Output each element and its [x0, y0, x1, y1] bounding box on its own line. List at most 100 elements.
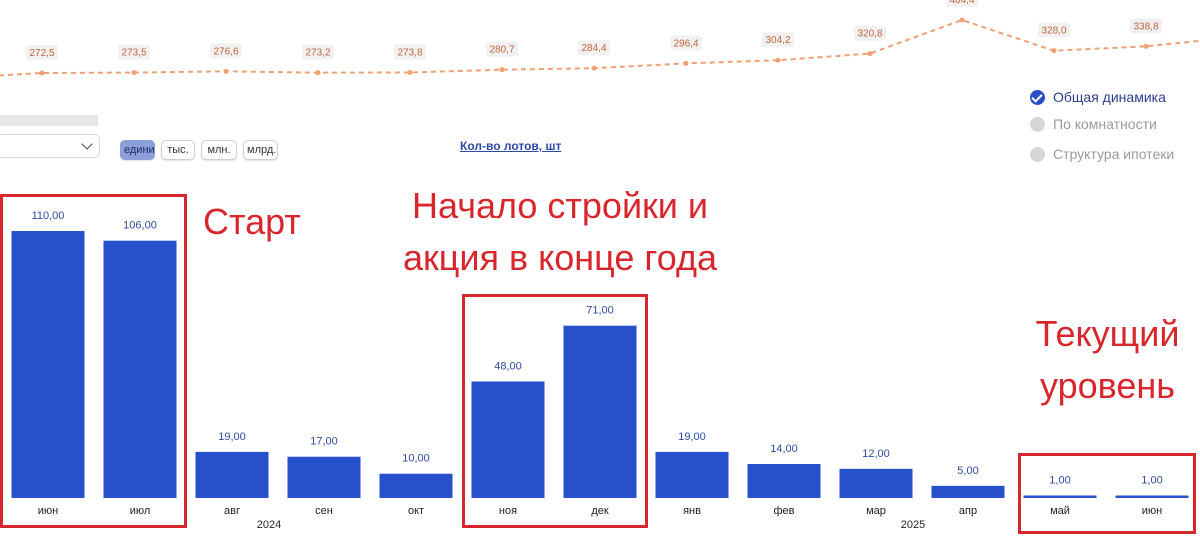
line-value-box: [1130, 18, 1162, 34]
annotation-peak-line2: акция в конце года: [402, 237, 717, 278]
line-value-box: [394, 44, 426, 60]
bar: [1023, 495, 1097, 498]
line-value-label: 280,7: [489, 45, 514, 56]
line-value-label: 273,2: [305, 48, 330, 59]
line-point: [1051, 48, 1057, 54]
unit-button-thousands[interactable]: тыс.: [161, 140, 195, 160]
annotation-current-line1: Текущий: [1035, 313, 1180, 354]
bar: [287, 456, 361, 498]
line-point: [867, 51, 873, 57]
line-point: [223, 68, 229, 74]
line-point: [683, 60, 689, 66]
line-point: [1143, 43, 1149, 49]
legend-item-rooms[interactable]: По комнатности: [1030, 116, 1157, 132]
line-point: [499, 67, 505, 73]
line-value-label: 328,0: [1041, 26, 1066, 37]
bar-value-label: 110,00: [32, 210, 65, 222]
bar: [11, 231, 85, 498]
x-tick-label: мар: [866, 505, 886, 517]
unit-button-billions[interactable]: млрд.: [243, 140, 278, 160]
bar: [195, 451, 269, 498]
line-value-label: 284,4: [581, 43, 606, 54]
line-value-box: [854, 25, 886, 41]
frame-start: [0, 194, 187, 528]
bar-value-label: 12,00: [862, 448, 890, 460]
bar-value-label: 10,00: [402, 453, 430, 465]
radio-empty-icon[interactable]: [1030, 146, 1045, 162]
bar-value-label: 71,00: [586, 305, 614, 317]
line-value-box: [1038, 22, 1070, 38]
x-tick-label: янв: [683, 505, 701, 517]
annotation-current-line2: уровень: [1039, 365, 1176, 406]
legend-label-mortgage: Структура ипотеки: [1053, 146, 1175, 162]
line-value-box: [670, 35, 702, 51]
line-value-box: [302, 44, 334, 60]
legend-item-mortgage[interactable]: Структура ипотеки: [1030, 146, 1174, 162]
x-year-label: 2025: [901, 519, 925, 531]
bar: [747, 464, 821, 498]
bar-value-label: 48,00: [494, 360, 522, 372]
line-value-label: 273,5: [121, 48, 146, 59]
line-value-label: 276,6: [213, 46, 238, 57]
x-tick-label: ноя: [499, 505, 517, 517]
bar: [1115, 495, 1189, 498]
radio-empty-icon[interactable]: [1030, 116, 1045, 132]
x-year-label: 2024: [257, 519, 281, 531]
x-tick-label: апр: [959, 505, 977, 517]
bar-value-label: 1,00: [1049, 475, 1070, 487]
bar-value-label: 5,00: [957, 465, 978, 477]
x-tick-label: июл: [130, 505, 151, 517]
x-tick-label: окт: [408, 505, 424, 517]
checkbox-checked-icon[interactable]: [1030, 89, 1045, 105]
annotation-start: Старт: [203, 201, 301, 242]
line-value-box: [946, 0, 978, 7]
legend-label-general: Общая динамика: [1053, 89, 1166, 105]
line-value-label: 272,5: [29, 48, 54, 59]
line-point: [131, 70, 137, 76]
x-tick-label: май: [1050, 505, 1070, 517]
line-point: [407, 69, 413, 75]
filter-bar: [0, 115, 98, 126]
bar-value-label: 14,00: [770, 443, 798, 455]
line-value-label: 404,4: [949, 0, 974, 6]
line-value-label: 338,8: [1133, 21, 1158, 32]
unit-button-millions[interactable]: млн.: [201, 140, 237, 160]
metric-lots-link[interactable]: Кол-во лотов, шт: [460, 139, 562, 153]
line-point: [315, 70, 321, 76]
bar: [471, 381, 545, 498]
line-value-box: [210, 43, 242, 59]
x-tick-label: июн: [38, 505, 58, 517]
frame-peak: [462, 294, 648, 528]
line-point: [959, 17, 965, 23]
bar: [839, 468, 913, 498]
line-value-label: 296,4: [673, 38, 698, 49]
line-value-label: 273,8: [397, 47, 422, 58]
bar-value-label: 17,00: [310, 436, 338, 448]
line-value-box: [762, 32, 794, 48]
x-tick-label: дек: [591, 505, 609, 517]
line-value-label: 304,2: [765, 35, 790, 46]
bar-value-label: 19,00: [218, 431, 246, 443]
bar: [103, 240, 177, 498]
x-tick-label: июн: [1142, 505, 1162, 517]
bar: [379, 473, 453, 498]
legend-item-general[interactable]: Общая динамика: [1030, 89, 1166, 105]
annotation-peak-line1: Начало стройки и: [411, 185, 709, 226]
period-dropdown[interactable]: [0, 134, 100, 158]
bar-value-label: 1,00: [1141, 475, 1162, 487]
bar-value-label: 106,00: [123, 220, 157, 232]
bar-value-label: 19,00: [678, 431, 706, 443]
line-value-box: [26, 44, 58, 60]
unit-button-units[interactable]: едини: [120, 140, 155, 160]
line-value-label: 320,8: [857, 29, 882, 40]
frame-current: [1018, 453, 1196, 534]
line-value-box: [486, 41, 518, 57]
bar: [655, 451, 729, 498]
line-point: [39, 70, 45, 76]
x-tick-label: сен: [315, 505, 333, 517]
line-value-box: [118, 44, 150, 60]
line-point: [591, 65, 597, 71]
bar: [563, 325, 637, 498]
